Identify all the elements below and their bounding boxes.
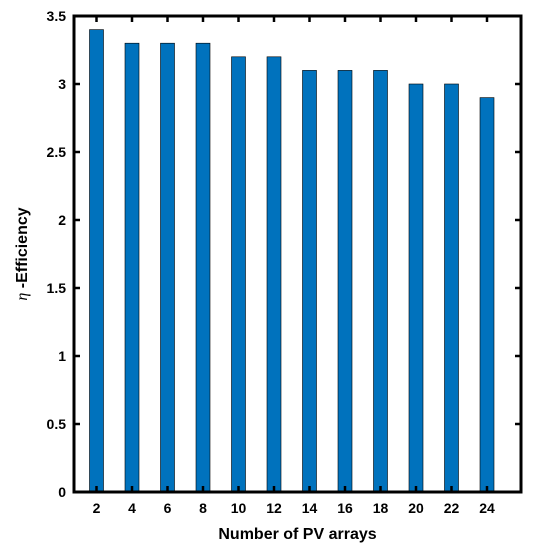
x-tick-label-4: 4 (128, 500, 136, 516)
bar-series (89, 29, 495, 493)
x-axis-title: Number of PV arrays (218, 526, 376, 543)
bar-2 (89, 29, 104, 493)
y-tick-label-0: 0 (58, 484, 66, 500)
bar-6 (160, 42, 175, 493)
plot-frame (72, 14, 523, 494)
x-tick-label-10: 10 (231, 500, 247, 516)
x-tick-label-8: 8 (199, 500, 207, 516)
x-tick-label-6: 6 (164, 500, 172, 516)
bar-24 (479, 97, 495, 493)
x-tick-label-16: 16 (337, 500, 353, 516)
x-tick-label-20: 20 (408, 500, 424, 516)
y-tick-label-2: 2 (58, 212, 66, 228)
tick-labels: 00.511.522.533.52 4 6 8 10 12 14 16 18 20 22 24 (47, 8, 495, 516)
x-tick-label-12: 12 (266, 500, 282, 516)
y-tick-label-0.5: 0.5 (47, 416, 67, 432)
x-tick-label-2: 2 (93, 500, 101, 516)
bar-8 (195, 42, 211, 493)
bar-20 (408, 83, 424, 493)
bar-16 (337, 70, 353, 493)
bar-10 (231, 56, 246, 493)
y-tick-label-1.5: 1.5 (47, 280, 67, 296)
x-tick-label-18: 18 (373, 500, 389, 516)
y-tick-label-3: 3 (58, 76, 66, 92)
y-tick-label-3.5: 3.5 (47, 8, 67, 24)
bar-12 (266, 56, 282, 493)
y-tick-label-1: 1 (58, 348, 66, 364)
y-tick-label-2.5: 2.5 (47, 144, 67, 160)
y-axis-title-text: -Efficiency (14, 207, 31, 292)
x-tick-label-24: 24 (479, 500, 495, 516)
x-tick-label-22: 22 (444, 500, 460, 516)
y-axis-title-symbol: η (14, 293, 31, 301)
x-tick-label-14: 14 (302, 500, 318, 516)
y-axis-title: η -Efficiency (14, 207, 31, 300)
bar-22 (444, 83, 459, 493)
bar-18 (373, 70, 388, 493)
bar-14 (302, 70, 317, 493)
bar-4 (124, 42, 140, 493)
